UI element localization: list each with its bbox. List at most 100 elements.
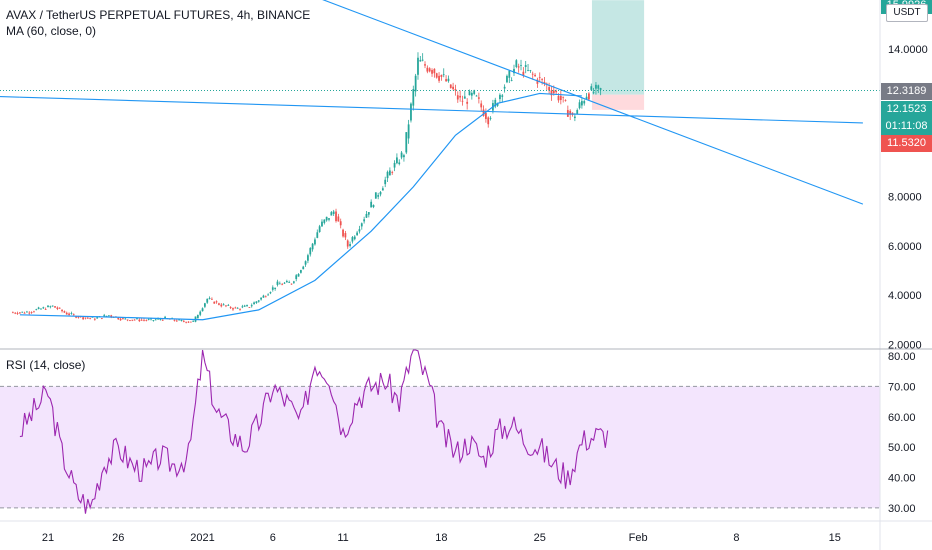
- candle-body: [400, 152, 403, 158]
- candle-body: [407, 124, 410, 139]
- candle-body: [271, 287, 274, 290]
- candle-body: [110, 315, 113, 317]
- position-zones: [591, 0, 645, 110]
- currency-badge[interactable]: USDT: [886, 4, 928, 22]
- candle-body: [496, 103, 499, 106]
- time-tick-label: 15: [829, 532, 841, 544]
- trendline[interactable]: [259, 0, 864, 205]
- candle-body: [592, 92, 595, 94]
- candle-body: [199, 311, 202, 315]
- candle-body: [147, 319, 150, 320]
- candle-body: [283, 282, 286, 284]
- candle-body: [363, 219, 366, 222]
- candle-body: [65, 312, 68, 315]
- candle-body: [517, 66, 520, 68]
- candle-body: [40, 308, 42, 310]
- candle-body: [145, 320, 148, 321]
- candle-body: [463, 96, 466, 99]
- candle-body: [339, 221, 342, 226]
- candle-body: [229, 307, 232, 309]
- candle-body: [300, 270, 302, 273]
- candle-body: [585, 96, 588, 100]
- candle-body: [531, 73, 534, 75]
- candle-body: [559, 95, 562, 101]
- candle-body: [49, 306, 52, 308]
- candle-body: [11, 312, 14, 314]
- candle-body: [499, 94, 501, 100]
- time-tick-label: 11: [337, 532, 348, 544]
- candle-body: [548, 87, 551, 91]
- candle-body: [107, 315, 110, 317]
- candle-body: [447, 78, 450, 82]
- candle-body: [550, 90, 553, 96]
- countdown-tag: 01:11:08: [881, 118, 932, 135]
- candle-body: [555, 90, 558, 93]
- candle-body: [538, 77, 541, 79]
- candle-body: [370, 201, 373, 208]
- time-tick-label: 6: [270, 532, 276, 544]
- candle-body: [456, 95, 459, 100]
- candle-body: [297, 274, 300, 277]
- candle-body: [412, 89, 415, 106]
- candle-body: [140, 319, 143, 321]
- candle-body: [30, 312, 33, 313]
- candle-body: [215, 301, 218, 303]
- candle-body: [396, 157, 398, 164]
- candle-body: [239, 308, 241, 310]
- candle-body: [196, 315, 199, 319]
- candle-body: [276, 281, 279, 285]
- candle-body: [211, 298, 213, 300]
- candle-body: [267, 294, 270, 296]
- candle-body: [250, 305, 253, 307]
- candle-body: [508, 70, 511, 78]
- candle-body: [323, 219, 326, 223]
- candle-body: [342, 229, 344, 237]
- candle-body: [557, 96, 560, 101]
- candle-body: [419, 59, 422, 62]
- candle-body: [346, 240, 349, 247]
- candle-body: [234, 307, 237, 309]
- price-tick-label: 4.0000: [888, 290, 922, 302]
- candle-body: [47, 305, 49, 308]
- ma-legend: MA (60, close, 0): [6, 24, 97, 38]
- candle-body: [243, 305, 246, 307]
- candle-body: [93, 318, 96, 320]
- candle-body: [536, 79, 539, 84]
- candle-body: [581, 101, 583, 106]
- candle-body: [281, 284, 284, 286]
- candle-body: [344, 233, 347, 238]
- candle-body: [311, 243, 314, 250]
- candle-body: [19, 312, 21, 314]
- candle-body: [143, 319, 145, 321]
- candle-body: [470, 92, 473, 96]
- candle-body: [384, 179, 387, 185]
- rsi-band: [0, 386, 880, 508]
- candle-body: [246, 305, 248, 307]
- profit-zone: [591, 0, 645, 95]
- candle-body: [552, 90, 555, 94]
- candle-body: [208, 298, 211, 300]
- candle-body: [44, 309, 47, 310]
- last-price-tag: 12.3189: [881, 83, 932, 100]
- candle-body: [534, 74, 536, 77]
- candle-body: [480, 103, 483, 108]
- candle-body: [576, 110, 579, 115]
- candle-body: [206, 298, 209, 303]
- candle-body: [328, 218, 330, 220]
- trendline[interactable]: [19, 96, 863, 124]
- candle-body: [21, 311, 24, 313]
- candle-body: [269, 292, 272, 294]
- time-tick-label: Feb: [629, 532, 648, 544]
- candle-body: [84, 317, 87, 319]
- candle-body: [61, 309, 63, 312]
- rsi-tick-label: 70.00: [888, 381, 916, 393]
- candle-body: [192, 320, 195, 322]
- trendlines[interactable]: [0, 0, 864, 205]
- candle-body: [318, 226, 321, 233]
- candle-body: [77, 316, 80, 318]
- candle-body: [372, 205, 375, 208]
- price-tick-label: 14.0000: [888, 44, 928, 56]
- candle-body: [33, 311, 35, 313]
